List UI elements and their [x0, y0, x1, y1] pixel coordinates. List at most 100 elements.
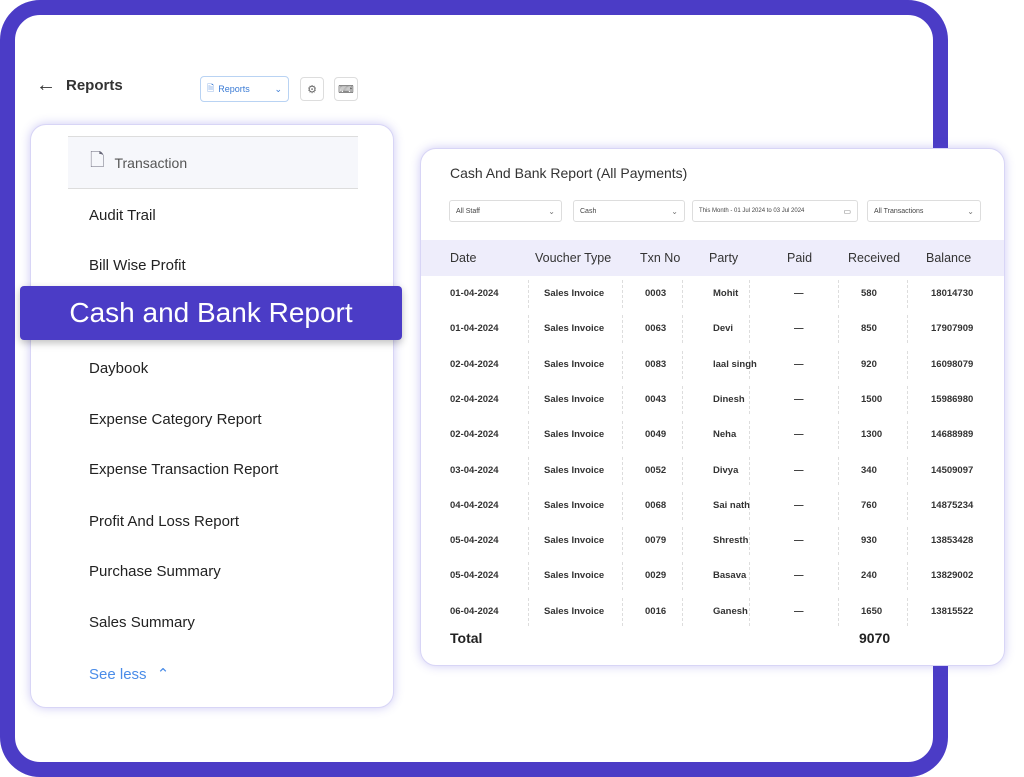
report-menu: 🗋 Transaction Audit Trail Bill Wise Prof…: [30, 124, 394, 708]
column-divider: [749, 421, 750, 450]
menu-item-expense-transaction[interactable]: Expense Transaction Report: [89, 461, 279, 478]
table-cell: 03-04-2024: [450, 464, 499, 476]
account-filter[interactable]: Cash ⌄: [573, 200, 685, 222]
table-cell: 05-04-2024: [450, 535, 499, 547]
table-cell: 15986980: [931, 393, 974, 405]
table-row[interactable]: 01-04-2024 Sales Invoice 0063 Devi — 850 17907…: [421, 311, 1004, 346]
column-divider: [622, 421, 623, 450]
table-cell: 1650: [861, 605, 883, 617]
table-cell: 0049: [645, 429, 667, 441]
table-row[interactable]: 02-04-2024 Sales Invoice 0083 laal singh — 92…: [421, 347, 1004, 382]
column-divider: [749, 350, 750, 379]
column-header[interactable]: Txn No: [640, 251, 681, 265]
top-bar: ← Reports: [36, 74, 123, 97]
column-divider: [682, 315, 683, 344]
table-cell: —: [794, 288, 804, 299]
total-received: 9070: [859, 630, 891, 646]
table-cell: 580: [861, 288, 877, 299]
column-header[interactable]: Party: [709, 251, 739, 265]
table-cell: 760: [861, 499, 877, 511]
column-divider: [528, 350, 529, 379]
column-divider: [907, 280, 908, 308]
table-cell: Mohit: [713, 288, 739, 299]
column-header[interactable]: Date: [450, 251, 477, 265]
table-cell: Sales Invoice: [544, 570, 605, 582]
column-divider: [838, 315, 839, 344]
column-divider: [749, 527, 750, 556]
table-cell: 0043: [645, 393, 667, 405]
transactions-filter[interactable]: All Transactions ⌄: [867, 200, 981, 222]
table-cell: Sales Invoice: [544, 464, 605, 476]
column-divider: [749, 280, 750, 308]
menu-item-expense-category[interactable]: Expense Category Report: [89, 411, 262, 428]
chevron-up-icon: ⌃: [156, 666, 170, 683]
menu-item-audit-trail[interactable]: Audit Trail: [89, 207, 156, 224]
column-divider: [682, 421, 683, 450]
table-cell: 0003: [645, 288, 667, 299]
chevron-down-icon: ⌄: [548, 206, 555, 216]
table-cell: 02-04-2024: [450, 429, 499, 441]
column-divider: [907, 385, 908, 414]
column-divider: [838, 597, 839, 626]
column-divider: [907, 350, 908, 379]
table-cell: —: [794, 358, 804, 370]
column-header[interactable]: Received: [848, 251, 901, 265]
document-icon: 🗋: [90, 149, 105, 170]
staff-filter-value: All Staff: [456, 207, 480, 215]
chevron-down-icon: ⌄: [671, 206, 678, 216]
column-divider: [682, 456, 683, 485]
table-row[interactable]: 06-04-2024 Sales Invoice 0016 Ganesh — 1650 13…: [421, 594, 1004, 629]
table-cell: 850: [861, 323, 877, 335]
column-divider: [682, 562, 683, 591]
account-filter-value: Cash: [580, 207, 597, 215]
staff-filter[interactable]: All Staff ⌄: [449, 200, 562, 222]
table-cell: 13815522: [931, 605, 974, 617]
column-divider: [622, 350, 623, 379]
table-row[interactable]: 05-04-2024 Sales Invoice 0029 Basava — 240 138…: [421, 558, 1004, 593]
reports-select-label: Reports: [218, 84, 250, 94]
arrow-left-icon[interactable]: ←: [36, 74, 56, 96]
table-row[interactable]: 05-04-2024 Sales Invoice 0079 Shresth — 930 13…: [421, 523, 1004, 558]
table-cell: —: [794, 499, 804, 511]
transactions-filter-value: All Transactions: [874, 207, 924, 215]
menu-item-profit-loss[interactable]: Profit And Loss Report: [89, 513, 240, 530]
column-header[interactable]: Paid: [787, 251, 813, 265]
column-divider: [907, 597, 908, 626]
cash-bank-report-banner[interactable]: Cash and Bank Report: [20, 286, 402, 340]
column-divider: [907, 456, 908, 485]
table-cell: 920: [861, 358, 877, 370]
table-cell: Sales Invoice: [544, 323, 605, 335]
see-less-label: See less: [89, 666, 147, 683]
menu-item-bill-wise-profit[interactable]: Bill Wise Profit: [89, 257, 186, 274]
column-header[interactable]: Balance: [926, 251, 972, 265]
column-divider: [749, 597, 750, 626]
see-less-link[interactable]: See less ⌃: [89, 665, 169, 683]
menu-item-sales-summary[interactable]: Sales Summary: [89, 614, 195, 631]
column-divider: [682, 527, 683, 556]
section-label: Transaction: [114, 154, 188, 171]
table-cell: 0083: [645, 358, 667, 370]
keyboard-button[interactable]: ⌨: [334, 77, 358, 101]
section-transaction[interactable]: 🗋 Transaction: [68, 136, 358, 189]
table-row[interactable]: 03-04-2024 Sales Invoice 0052 Divya — 340 1450…: [421, 453, 1004, 488]
table-row[interactable]: 04-04-2024 Sales Invoice 0068 Sai nath — 760 1…: [421, 488, 1004, 523]
table-row[interactable]: 02-04-2024 Sales Invoice 0049 Neha — 1300 1468…: [421, 417, 1004, 452]
settings-button[interactable]: ⚙: [300, 77, 324, 101]
column-header[interactable]: Voucher Type: [535, 251, 612, 265]
table-row[interactable]: 01-04-2024 Sales Invoice 0003 Mohit — 580 1801…: [421, 276, 1004, 311]
column-divider: [907, 562, 908, 591]
date-range-filter[interactable]: This Month - 01 Jul 2024 to 03 Jul 2024 ▭: [692, 200, 858, 222]
calendar-icon: ▭: [843, 206, 851, 216]
table-cell: 13853428: [931, 535, 974, 547]
column-divider: [622, 597, 623, 626]
column-divider: [682, 597, 683, 626]
table-cell: 0079: [645, 535, 667, 547]
menu-item-daybook[interactable]: Daybook: [89, 360, 149, 377]
table-cell: 930: [861, 535, 877, 547]
table-cell: —: [794, 429, 804, 441]
reports-select[interactable]: 🗎 Reports ⌄: [200, 76, 289, 102]
table-row[interactable]: 02-04-2024 Sales Invoice 0043 Dinesh — 1500 15…: [421, 382, 1004, 417]
column-divider: [622, 491, 623, 520]
table-cell: Sales Invoice: [544, 499, 605, 511]
menu-item-purchase-summary[interactable]: Purchase Summary: [89, 563, 221, 580]
